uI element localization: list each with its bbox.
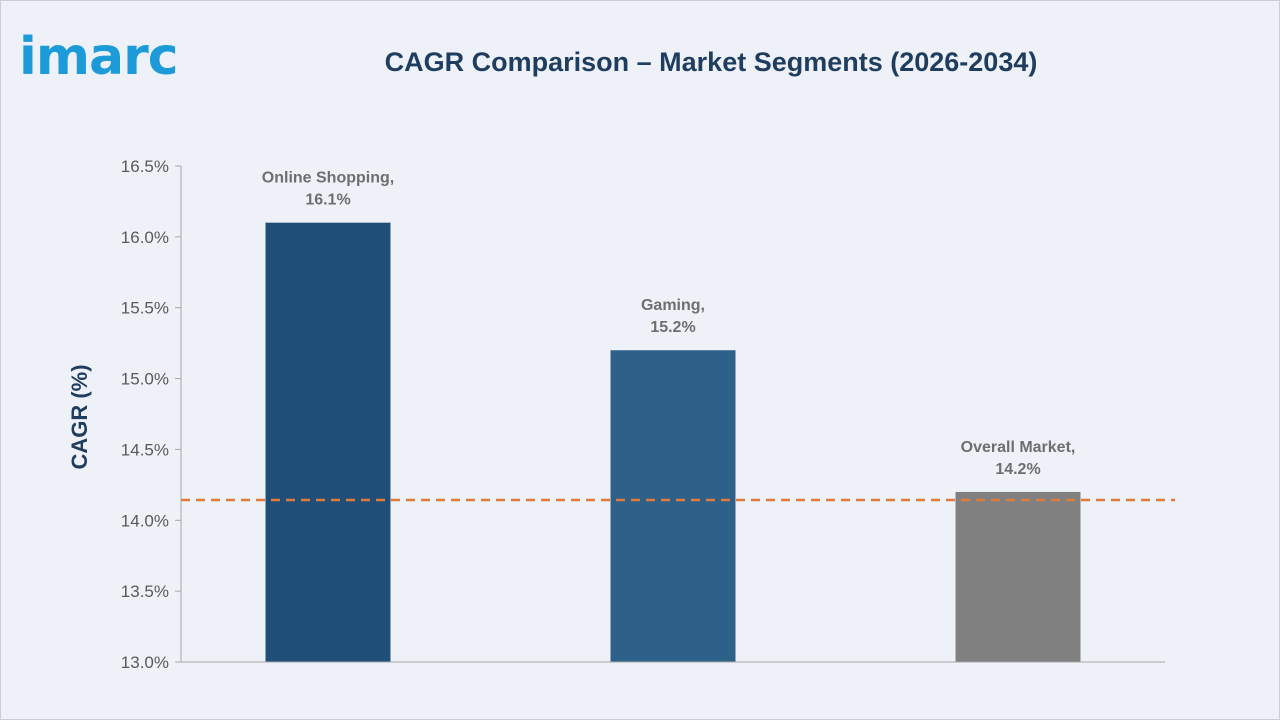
y-tick-label: 16.0% [121, 228, 169, 247]
y-tick-label: 15.0% [121, 370, 169, 389]
data-label: Online Shopping, [262, 170, 394, 187]
y-axis-title: CAGR (%) [67, 364, 92, 469]
bar-gaming [610, 350, 736, 662]
data-label: 16.1% [305, 192, 350, 209]
data-label: 15.2% [650, 319, 695, 336]
y-tick-label: 16.5% [121, 157, 169, 176]
bar-overall-market [955, 491, 1081, 662]
data-label: 14.2% [995, 461, 1040, 478]
y-tick-label: 13.0% [121, 653, 169, 672]
y-tick-label: 13.5% [121, 582, 169, 601]
bars-layer [265, 222, 1081, 662]
data-labels-layer: Online Shopping, 16.1% Gaming, 15.2% Overall… [262, 170, 1076, 478]
axes-layer: 13.0% 13.5% 14.0% 14.5% 15.0% 15.5% 16.0% 16.5%… [67, 157, 1165, 672]
data-label: Overall Market, [961, 439, 1076, 456]
bar-online-shopping [265, 222, 391, 662]
chart-title: CAGR Comparison – Market Segments (2026-… [384, 47, 1038, 77]
y-tick-label: 14.5% [121, 440, 169, 459]
y-tick-label: 15.5% [121, 299, 169, 318]
logo-text: imarc [19, 27, 179, 87]
imarc-logo: imarc [19, 31, 179, 83]
y-tick-label: 14.0% [121, 511, 169, 530]
data-label: Gaming, [641, 297, 705, 314]
